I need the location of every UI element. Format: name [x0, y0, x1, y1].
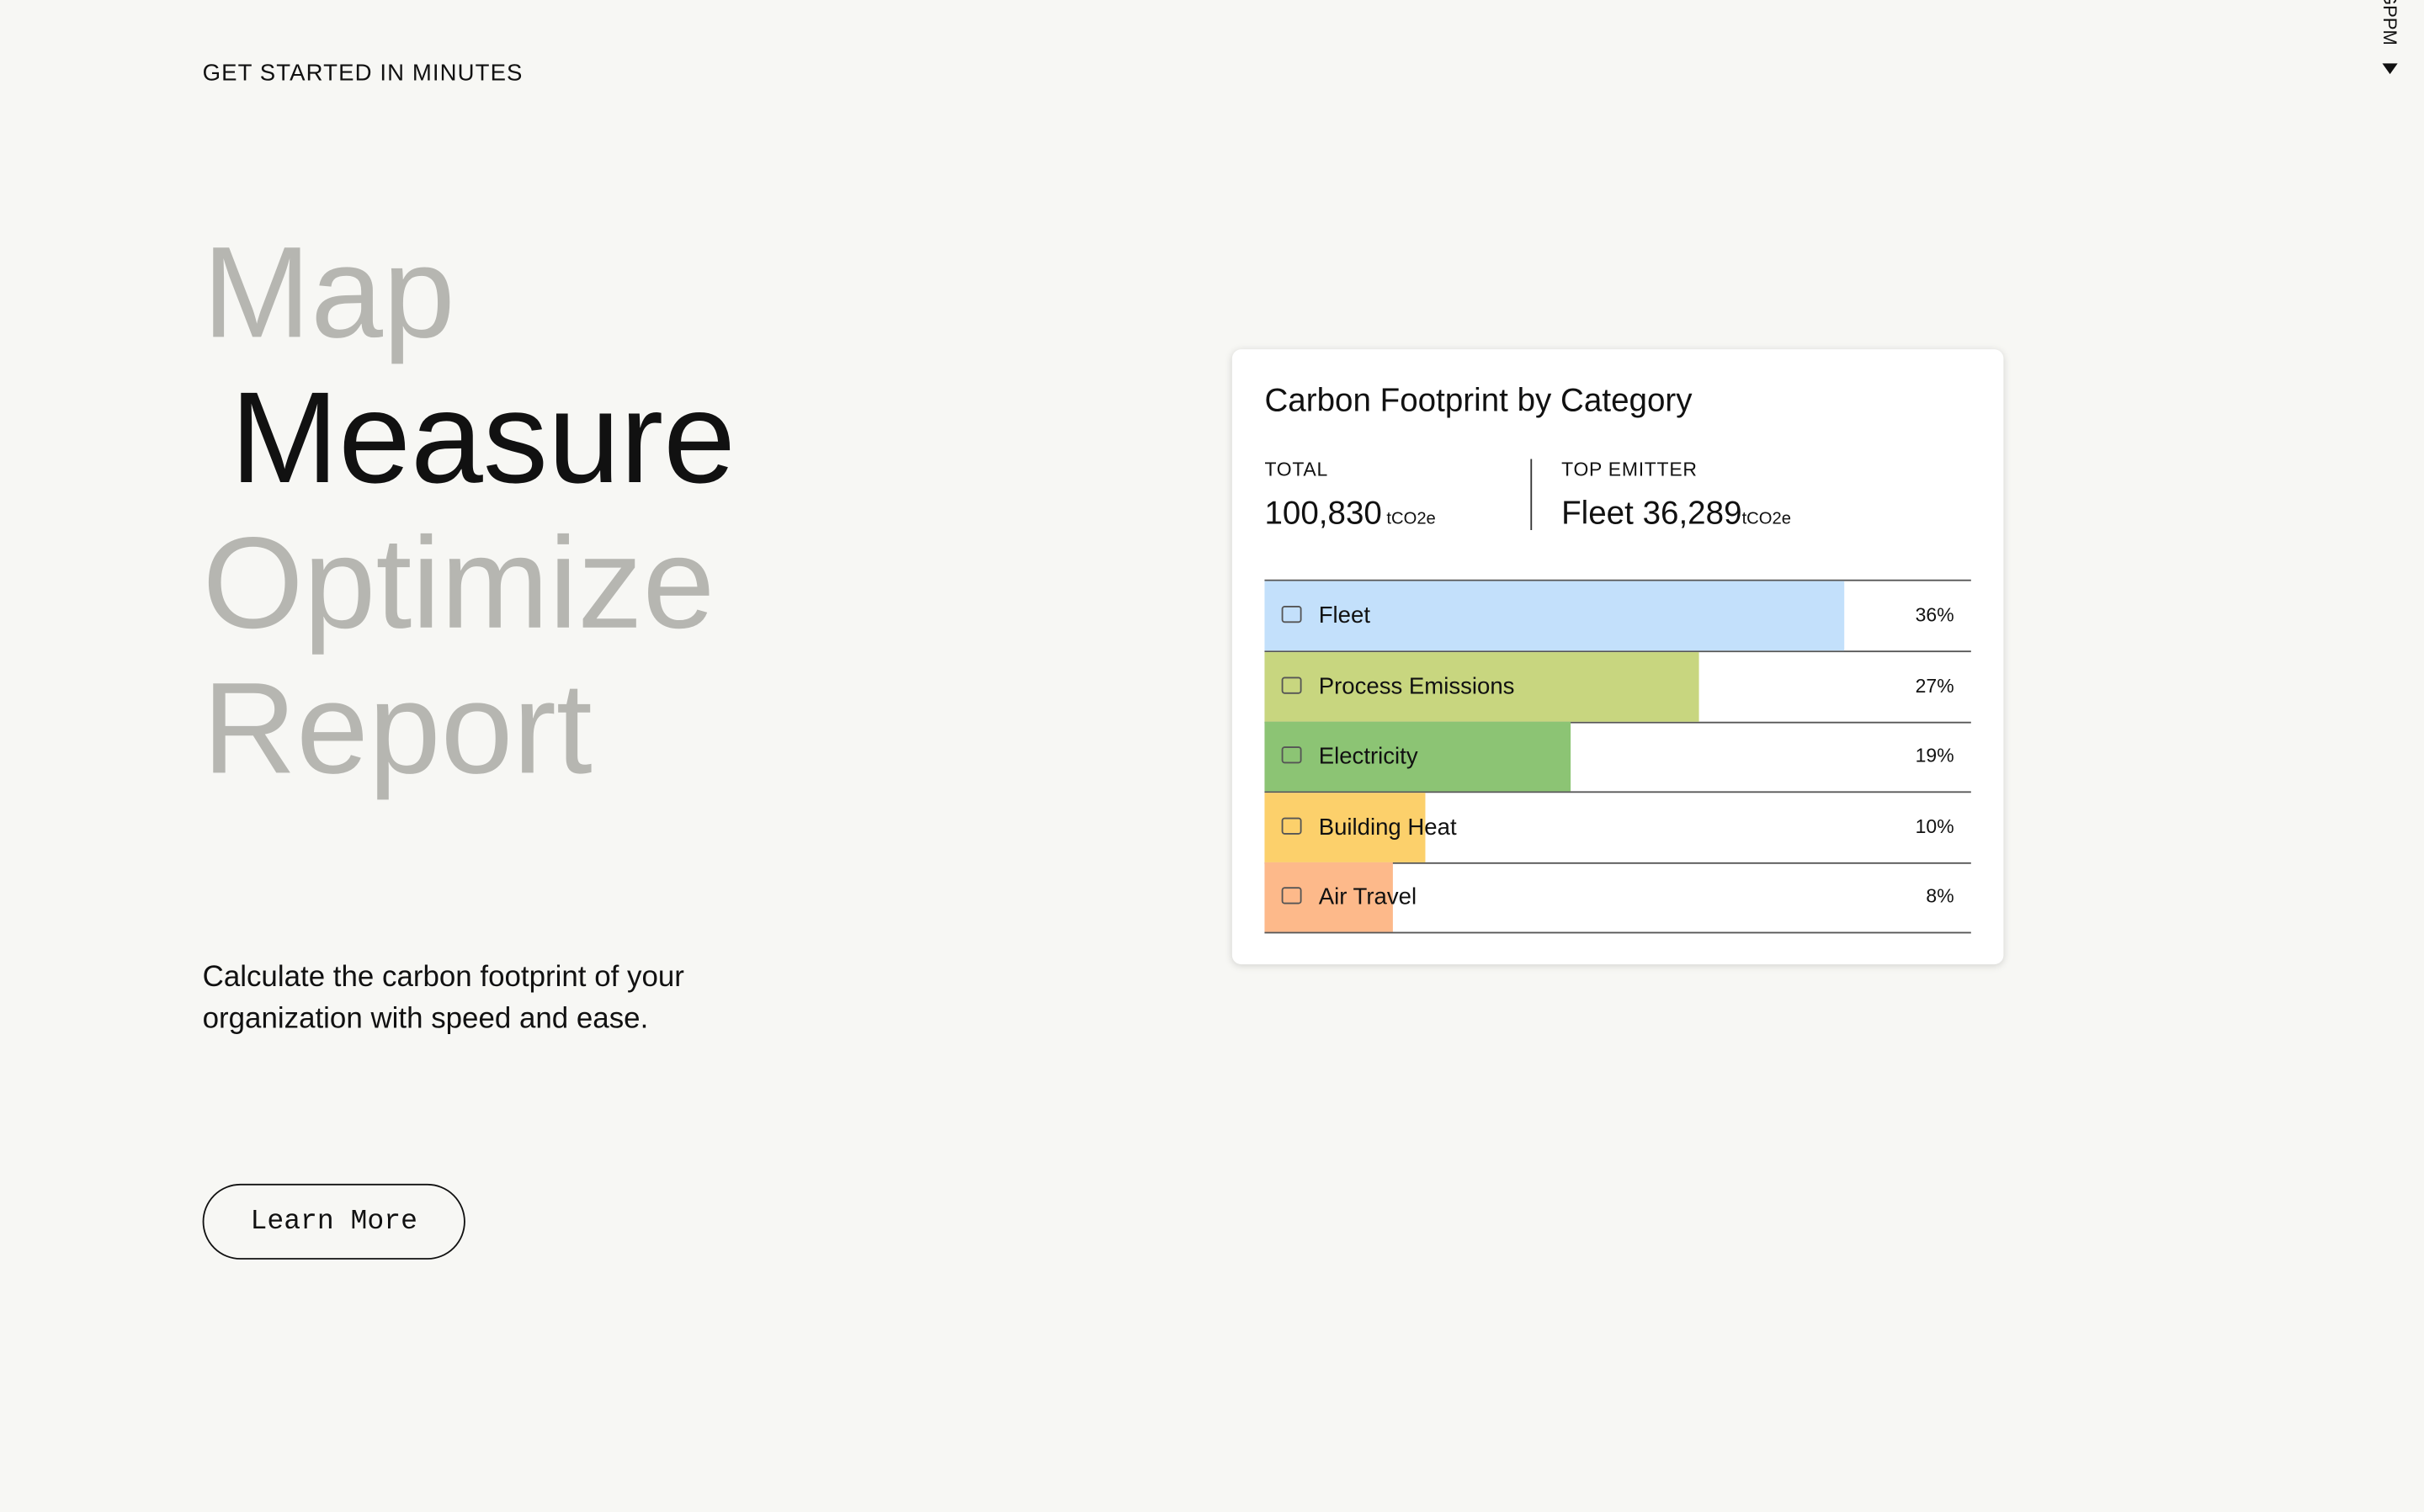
- bar-row: Process Emissions 27%: [1264, 651, 1971, 723]
- bar-row: Air Travel 8%: [1264, 862, 1971, 934]
- unit: tCO2e: [1386, 510, 1436, 529]
- bar-row: Fleet 36%: [1264, 581, 1971, 653]
- bar: [1264, 651, 1699, 721]
- total-label: TOTAL: [1264, 459, 1329, 481]
- value-label: 10%: [1915, 814, 1954, 837]
- learn-more-button[interactable]: Learn More: [202, 1183, 465, 1260]
- value-label: 8%: [1926, 885, 1954, 908]
- category-icon: [1281, 676, 1302, 693]
- top-emitter-number: Fleet 36,289: [1561, 496, 1742, 532]
- category-label: Fleet: [1318, 602, 1371, 629]
- headline-word: Measure: [230, 364, 736, 511]
- value-label: 27%: [1915, 674, 1954, 697]
- description: Calculate the carbon footprint of your o…: [202, 961, 684, 1036]
- category-label: Building Heat: [1318, 814, 1457, 841]
- bar-row: Building Heat 10%: [1264, 792, 1971, 863]
- table-top-rule: [1264, 579, 1971, 581]
- headline-word: Report: [202, 655, 593, 801]
- bar: [1264, 721, 1571, 792]
- category-label: Electricity: [1318, 743, 1418, 770]
- category-icon: [1281, 887, 1302, 905]
- top-emitter-value: Fleet 36,289tCO2e: [1561, 496, 1791, 533]
- chart-card: Carbon Footprint by Category TOTAL 100,8…: [1231, 349, 2004, 965]
- category-icon: [1281, 605, 1302, 623]
- side-arrow[interactable]: [2382, 63, 2398, 76]
- unit: tCO2e: [1741, 510, 1791, 529]
- bar: [1264, 862, 1394, 932]
- side-label[interactable]: GPPM: [2379, 0, 2401, 45]
- top-emitter-label: TOP EMITTER: [1561, 459, 1698, 481]
- eyebrow: GET STARTED IN MINUTES: [202, 60, 524, 87]
- category-icon: [1281, 746, 1302, 764]
- divider: [1530, 459, 1533, 530]
- headline-word: Optimize: [202, 510, 715, 655]
- bar: [1264, 581, 1844, 651]
- bar-row: Electricity 19%: [1264, 721, 1971, 793]
- total-number: 100,830: [1264, 496, 1382, 532]
- category-icon: [1281, 816, 1302, 834]
- headline-word: Map: [202, 219, 455, 365]
- chart-title: Carbon Footprint by Category: [1264, 383, 1693, 419]
- total-value: 100,830 tCO2e: [1264, 496, 1435, 533]
- category-label: Process Emissions: [1318, 672, 1515, 700]
- bar: [1264, 792, 1426, 862]
- value-label: 19%: [1915, 745, 1954, 767]
- value-label: 36%: [1915, 604, 1954, 626]
- category-label: Air Travel: [1318, 883, 1417, 910]
